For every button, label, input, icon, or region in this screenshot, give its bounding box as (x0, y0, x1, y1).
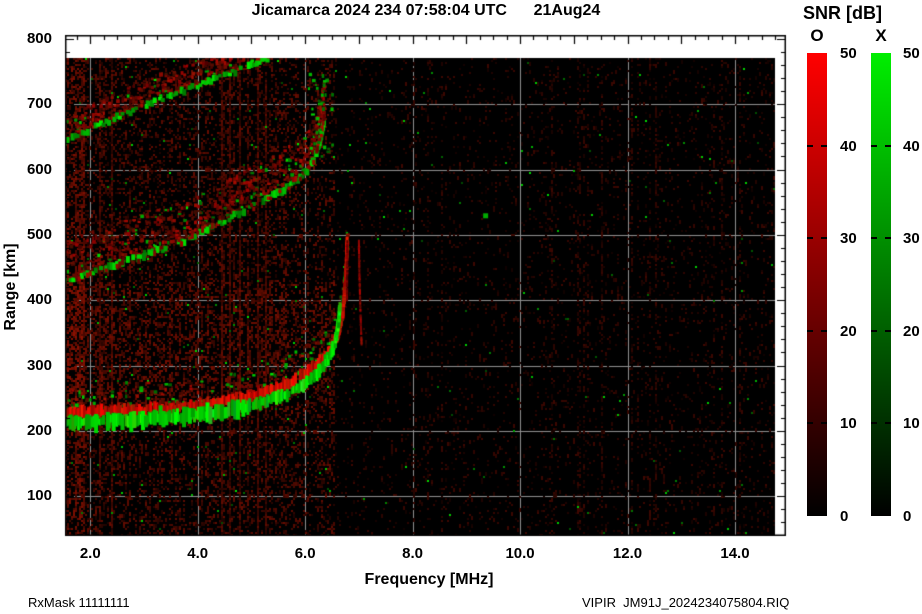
colorbar-title: SNR [dB] (803, 3, 882, 23)
colorbar-o-tick-30: 30 (840, 230, 857, 248)
y-tick-700: 700 (26, 95, 52, 113)
colorbar-tick-dash (871, 237, 877, 240)
colorbar-tick-dash (821, 144, 827, 147)
colorbar-tick-dash (807, 422, 813, 425)
x-tick-6.0: 6.0 (294, 545, 316, 562)
colorbar-x-tick-40: 40 (903, 137, 920, 155)
y-axis-title: Range [km] (2, 243, 19, 331)
colorbar-tick-dash (885, 329, 891, 332)
colorbar-x-tick-10: 10 (903, 415, 920, 433)
y-tick-200: 200 (26, 421, 52, 439)
colorbar-o-tick-40: 40 (840, 137, 857, 155)
x-tick-2.0: 2.0 (79, 545, 101, 562)
o-mode-label: O (810, 26, 824, 45)
colorbar-o-tick-10: 10 (840, 415, 857, 433)
colorbar-x-tick-50: 50 (903, 45, 920, 62)
colorbar-tick-dash (807, 329, 813, 332)
y-tick-600: 600 (26, 160, 52, 178)
colorbar-tick-dash (807, 237, 813, 240)
x-tick-12.0: 12.0 (612, 545, 643, 562)
colorbar-x-tick-30: 30 (903, 230, 920, 248)
x-tick-4.0: 4.0 (187, 545, 209, 562)
x-axis-title: Frequency [MHz] (364, 571, 494, 588)
colorbar-tick-dash (821, 329, 827, 332)
colorbar-tick-dash (871, 329, 877, 332)
colorbar-tick-dash (807, 144, 813, 147)
y-tick-100: 100 (26, 487, 52, 505)
x-tick-14.0: 14.0 (720, 545, 750, 562)
colorbar-tick-dash (885, 422, 891, 425)
y-tick-400: 400 (26, 291, 52, 309)
y-tick-800: 800 (26, 29, 52, 47)
x-mode-colorbar (871, 53, 891, 516)
y-tick-500: 500 (26, 225, 52, 243)
colorbar-x-tick-0: 0 (903, 508, 912, 525)
x-mode-label: X (875, 26, 887, 45)
colorbar-tick-dash (885, 144, 891, 147)
x-tick-10.0: 10.0 (505, 545, 535, 562)
colorbar-tick-dash (821, 237, 827, 240)
colorbar-o-tick-20: 20 (840, 322, 857, 340)
rxmask-text: RxMask 11111111 (28, 595, 130, 610)
colorbar-tick-dash (885, 237, 891, 240)
colorbar-x-tick-20: 20 (903, 322, 920, 340)
colorbar-o-tick-0: 0 (840, 508, 849, 525)
data-file-text: VIPIR JM91J_2024234075804.RIQ (582, 595, 790, 610)
plot-title: Jicamarca 2024 234 07:58:04 UTC 21Aug24 (251, 2, 601, 19)
x-tick-8.0: 8.0 (402, 545, 424, 562)
colorbar-tick-dash (871, 422, 877, 425)
y-tick-300: 300 (26, 356, 52, 374)
colorbar-o-tick-50: 50 (840, 45, 857, 62)
o-mode-colorbar (807, 53, 827, 516)
colorbar-tick-dash (871, 144, 877, 147)
colorbar-tick-dash (821, 422, 827, 425)
